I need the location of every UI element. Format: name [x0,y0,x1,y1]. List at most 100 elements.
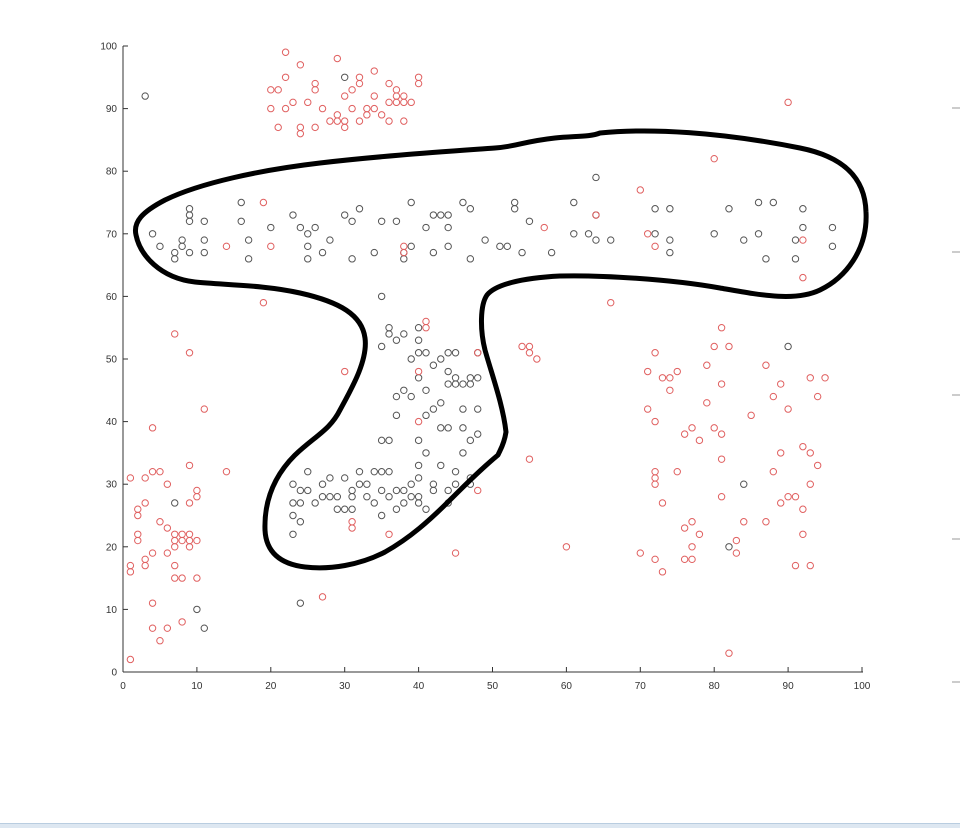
data-point [437,461,445,470]
x-tick-label: 20 [265,681,277,692]
data-point [178,574,186,582]
data-point [200,405,208,413]
data-point [407,98,415,107]
data-point [592,173,600,182]
data-point [200,624,208,632]
data-point [666,248,674,257]
data-point [806,374,814,382]
data-point [496,242,504,251]
data-point [311,86,319,94]
data-point [400,486,408,495]
y-tick-label: 80 [106,167,118,178]
data-point [377,467,386,476]
data-point [134,530,142,538]
data-point [370,248,378,257]
data-point [459,449,467,457]
data-point [607,298,615,307]
data-point [525,217,534,225]
data-point [466,380,475,388]
data-point [163,524,172,532]
data-point [570,198,578,207]
data-point [377,292,386,301]
data-point [185,543,194,551]
data-point [392,98,401,107]
data-point [651,480,659,488]
data-point [429,211,438,219]
data-point [200,236,208,244]
data-point [533,355,541,363]
data-point [769,198,778,207]
data-point [791,236,800,244]
data-point [503,242,511,251]
data-point [740,236,748,244]
data-point [643,367,652,376]
data-point [562,543,571,551]
data-point [791,493,800,501]
data-point [148,599,157,607]
data-point [392,505,401,513]
data-point [289,480,297,488]
data-point [348,486,356,495]
data-point [799,530,807,538]
data-point [400,98,408,107]
data-point [148,624,157,632]
data-point [784,98,792,107]
data-point [296,123,305,132]
data-point [414,324,423,332]
data-point [400,330,408,338]
data-point [680,555,689,564]
data-point [289,499,297,507]
data-point [400,242,408,251]
data-point [385,79,393,88]
data-point [185,217,194,225]
x-tick-label: 70 [635,681,647,692]
data-point [769,467,778,476]
data-point [666,386,674,394]
data-point [296,223,305,232]
data-point [126,561,135,570]
data-point [636,186,644,194]
data-point [304,467,312,476]
data-point [651,349,659,357]
data-point [466,205,475,213]
data-point [466,436,475,445]
data-point [710,230,718,238]
data-point [370,499,378,507]
data-point [813,392,822,401]
x-tick-label: 80 [709,681,721,692]
data-point [222,467,231,476]
data-point [429,248,438,257]
data-point [821,374,829,382]
data-point [703,361,711,369]
data-point [178,236,186,244]
data-point [437,399,445,407]
data-point [414,349,423,357]
data-point [451,380,460,388]
data-point [185,536,194,545]
data-point [799,273,807,282]
data-point [237,198,245,207]
data-point [791,561,800,570]
data-point [607,236,615,244]
data-point [185,349,194,357]
data-point [422,411,430,420]
data-point [414,374,423,382]
data-point [414,79,423,88]
data-point [392,336,401,344]
data-point [754,230,763,238]
data-point [547,248,556,257]
data-point [651,417,659,426]
data-point [799,236,807,244]
data-point [777,499,785,507]
data-point [348,255,356,263]
data-point [355,205,364,213]
data-point [769,392,778,401]
data-point [429,361,438,369]
data-point [185,530,194,538]
data-point [341,123,349,132]
data-point [148,424,157,432]
data-point [185,211,194,219]
x-tick-label: 50 [487,681,499,692]
data-point [281,48,290,56]
data-point [429,486,438,495]
